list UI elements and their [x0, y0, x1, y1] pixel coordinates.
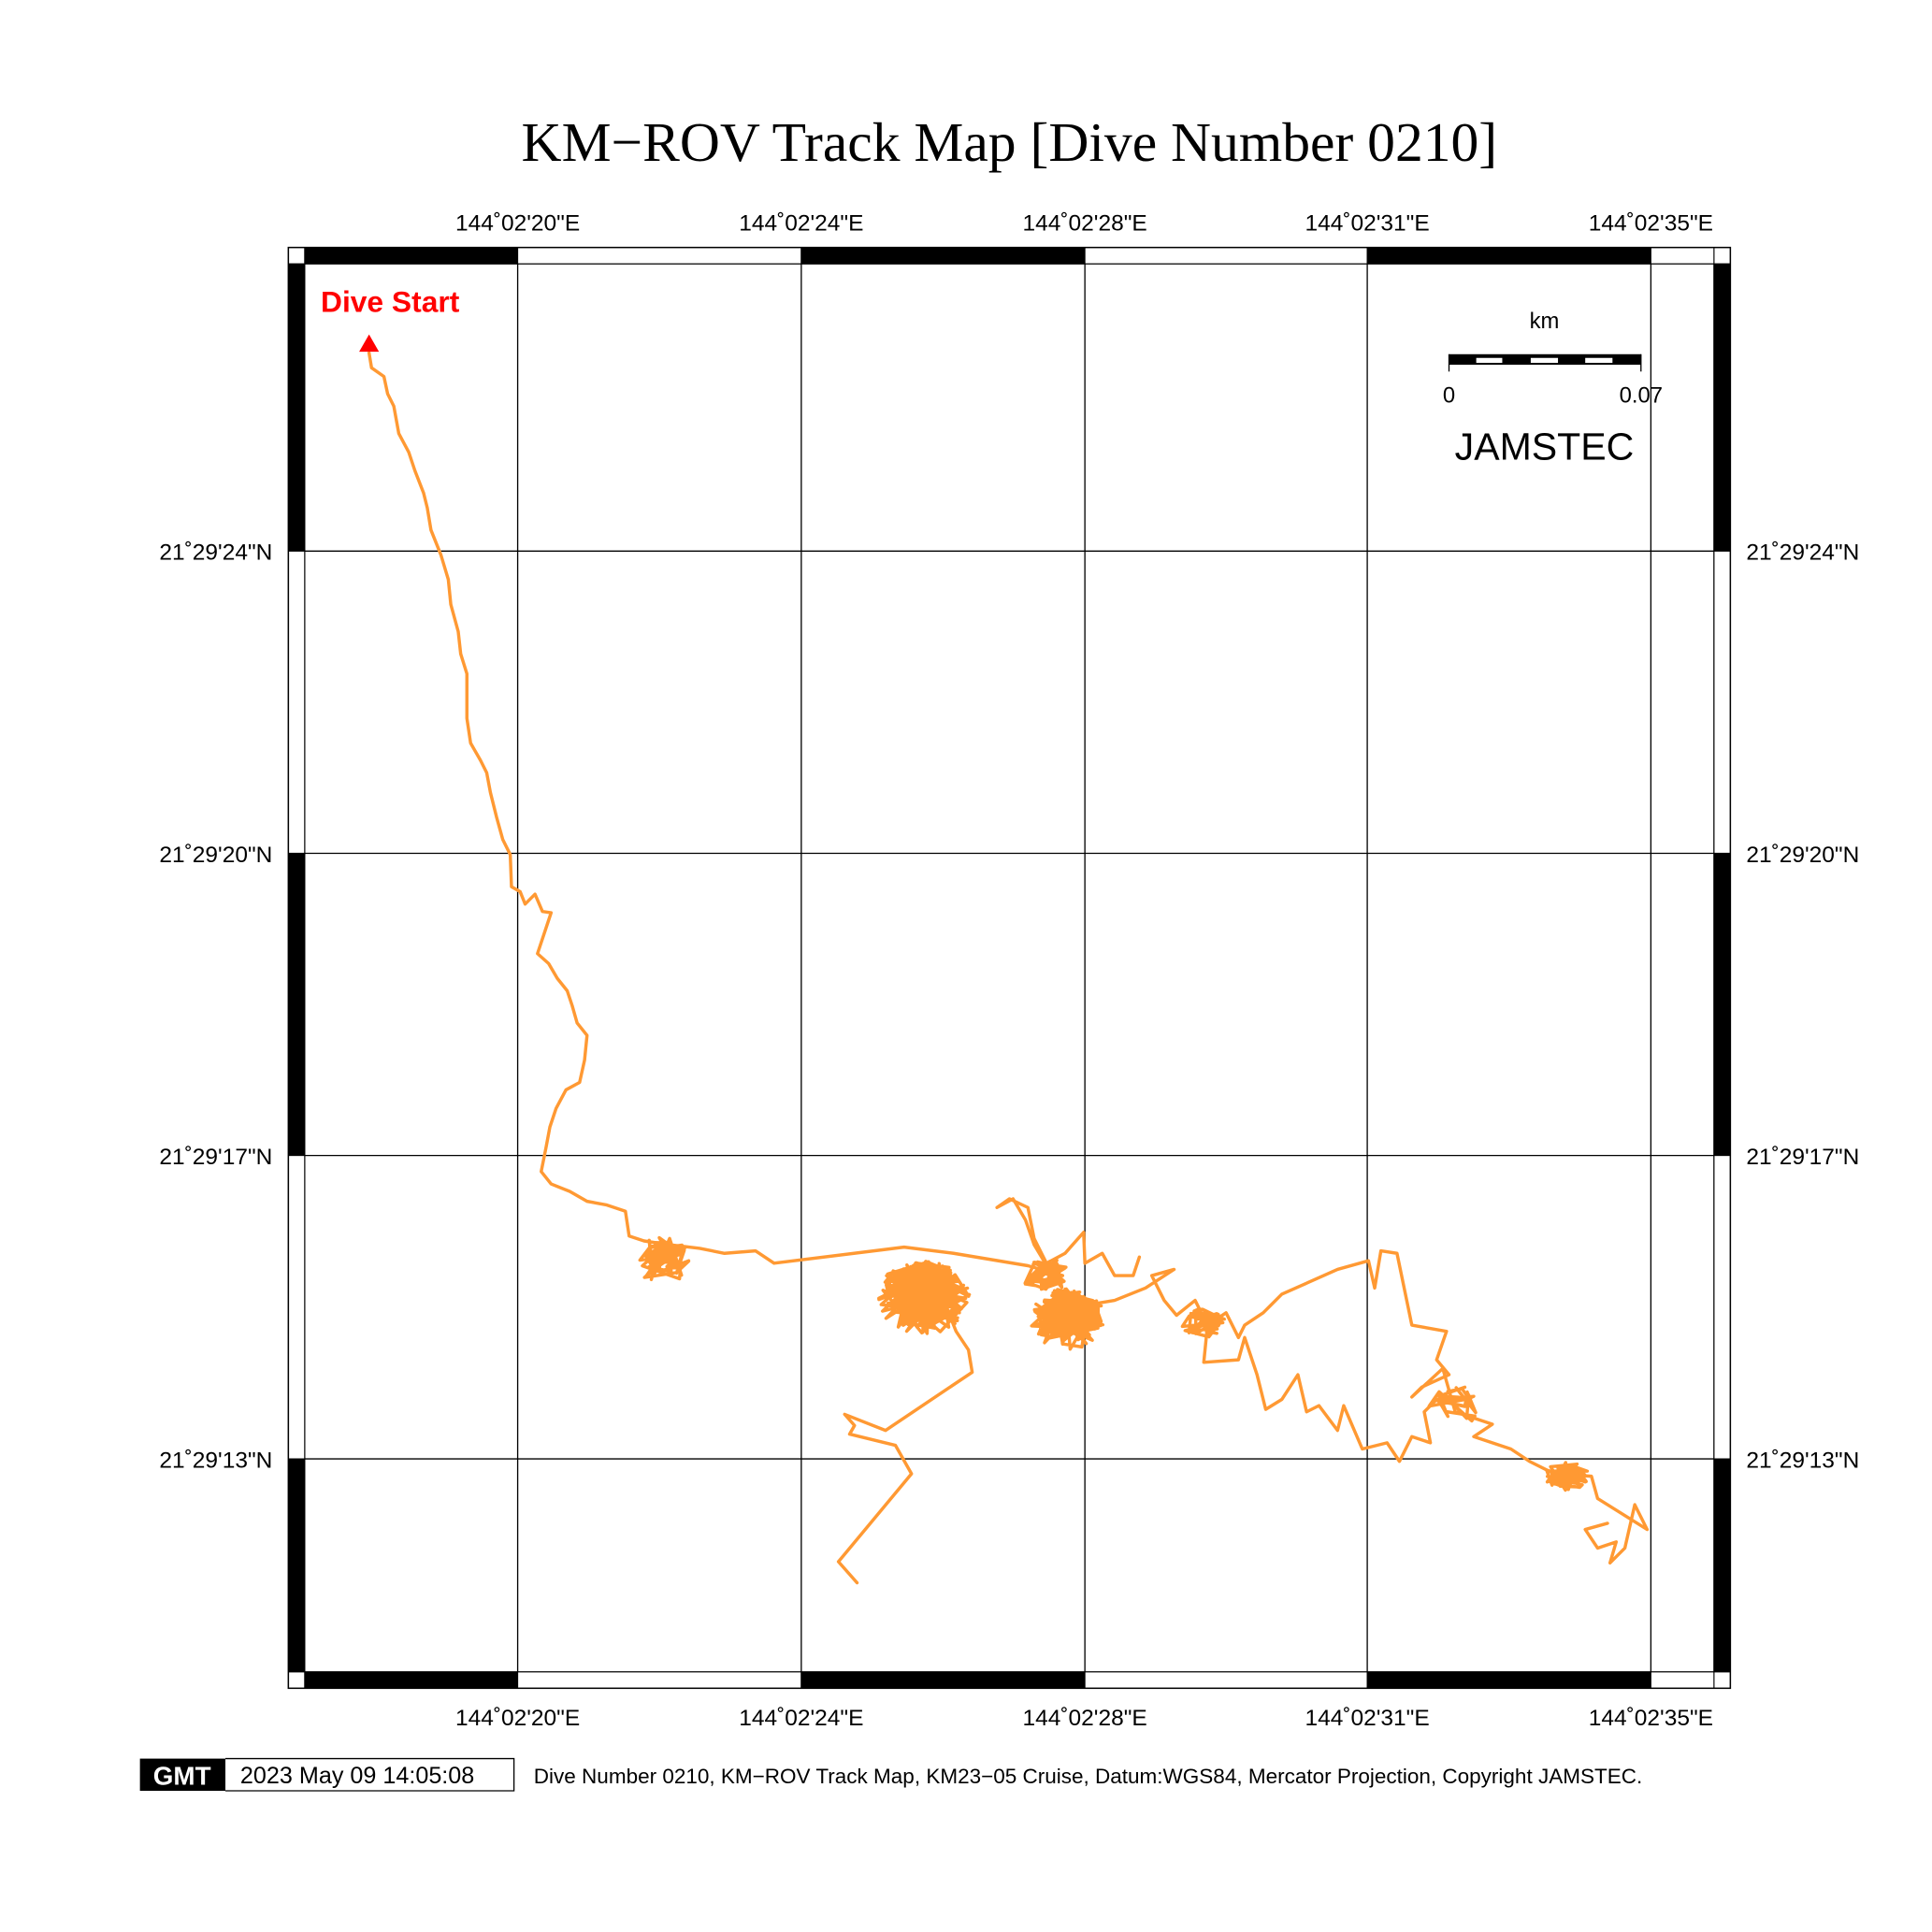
track-cluster — [1023, 1258, 1068, 1291]
lat-label-right: 21˚29'17"N — [1746, 1145, 1859, 1170]
scale-bar: km 0 0.07 JAMSTEC — [1443, 309, 1663, 468]
rov-track — [367, 351, 1650, 1585]
frame-band — [1713, 1155, 1731, 1460]
track-segment-excursion — [836, 1292, 974, 1585]
frame-band — [800, 1671, 1086, 1689]
track-cluster — [1427, 1385, 1478, 1423]
frame-band — [304, 1671, 519, 1689]
frame-band — [800, 247, 1086, 265]
track-cluster — [1030, 1287, 1105, 1351]
lat-label-left: 21˚29'20"N — [159, 843, 272, 868]
dive-start-label: Dive Start — [321, 285, 460, 319]
track-cluster — [1545, 1461, 1590, 1492]
lat-label-right: 21˚29'13"N — [1746, 1448, 1859, 1473]
lon-label-bottom: 144˚02'24"E — [739, 1706, 863, 1731]
track-cluster — [638, 1235, 691, 1282]
lon-label-bottom: 144˚02'28"E — [1023, 1706, 1147, 1731]
lon-label-bottom: 144˚02'31"E — [1305, 1706, 1429, 1731]
lat-label-left: 21˚29'24"N — [159, 541, 272, 566]
lon-label-top: 144˚02'31"E — [1305, 210, 1429, 236]
lat-label-right: 21˚29'20"N — [1746, 843, 1859, 868]
gmt-logo-text: GMT — [153, 1761, 211, 1790]
lat-label-right: 21˚29'24"N — [1746, 541, 1859, 566]
frame-band — [1084, 247, 1368, 265]
frame-band — [1713, 1671, 1731, 1689]
frame-band — [517, 1671, 802, 1689]
frame-band — [517, 247, 802, 265]
frame-band — [1713, 263, 1731, 552]
scale-min-label: 0 — [1443, 382, 1455, 408]
timestamp: 2023 May 09 14:05:08 — [240, 1763, 474, 1789]
scale-unit: km — [1530, 309, 1560, 334]
start-triangle-icon — [359, 334, 380, 353]
gmt-logo — [139, 1758, 226, 1792]
frame-band — [1713, 550, 1731, 855]
jamstec-watermark: JAMSTEC — [1455, 425, 1635, 468]
lat-label-left: 21˚29'13"N — [159, 1448, 272, 1473]
lon-label-bottom: 144˚02'35"E — [1589, 1706, 1713, 1731]
footer-caption: Dive Number 0210, KM−ROV Track Map, KM23… — [534, 1765, 1642, 1788]
frame-band — [288, 1155, 306, 1460]
lon-label-top: 144˚02'24"E — [739, 210, 863, 236]
frame-band — [1366, 1671, 1651, 1689]
frame-band — [1713, 852, 1731, 1157]
track-segment-north-loop — [995, 1197, 1142, 1277]
frame-band — [1366, 247, 1651, 265]
frame-band — [288, 1671, 306, 1689]
frame-band — [1084, 1671, 1368, 1689]
frame-band — [1713, 1458, 1731, 1673]
graticule — [304, 264, 1714, 1672]
track-cluster — [1180, 1307, 1226, 1339]
map-frame — [287, 246, 1732, 1690]
frame-band — [1650, 247, 1715, 265]
frame-band — [288, 1458, 306, 1673]
track-segment-descent — [367, 351, 1065, 1277]
frame-band — [288, 247, 306, 265]
scale-max-label: 0.07 — [1620, 382, 1663, 408]
lon-label-top: 144˚02'35"E — [1589, 210, 1713, 236]
frame-band — [288, 263, 306, 552]
footer: GMT 2023 May 09 14:05:08 Dive Number 021… — [139, 1757, 1642, 1792]
map-title: KM−ROV Track Map [Dive Number 0210] — [522, 111, 1498, 173]
frame-band — [1713, 247, 1731, 265]
lon-label-top: 144˚02'28"E — [1023, 210, 1147, 236]
lon-label-top: 144˚02'20"E — [455, 210, 580, 236]
lon-label-bottom: 144˚02'20"E — [455, 1706, 580, 1731]
frame-band — [304, 247, 519, 265]
lat-label-left: 21˚29'17"N — [159, 1145, 272, 1170]
frame-band — [288, 550, 306, 855]
track-segment-south-zigzag — [1202, 1323, 1438, 1463]
dive-start-marker: Dive Start — [321, 285, 460, 353]
frame-band — [1650, 1671, 1715, 1689]
frame-band — [288, 852, 306, 1157]
track-segment-east — [1075, 1248, 1650, 1565]
track-cluster — [877, 1260, 972, 1335]
